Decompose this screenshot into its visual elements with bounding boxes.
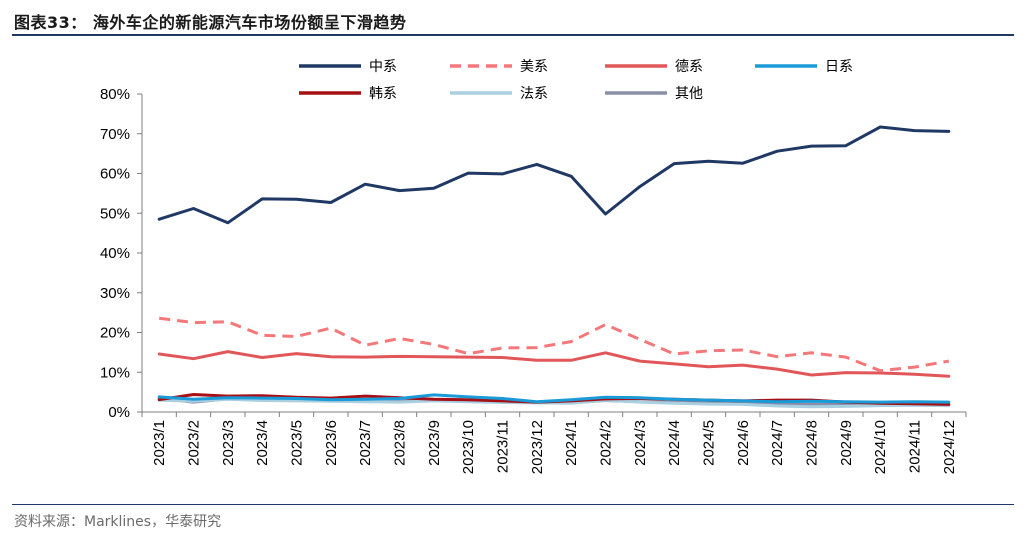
x-tick-label: 2024/3 <box>632 420 649 466</box>
legend-label: 其他 <box>675 86 703 102</box>
x-tick-label: 2024/4 <box>666 420 683 466</box>
series-group <box>157 125 951 409</box>
x-tick-label: 2023/1 <box>151 420 168 466</box>
x-tick-label: 2023/10 <box>460 420 477 474</box>
x-tick-label: 2023/8 <box>392 420 409 466</box>
y-tick-label: 50% <box>100 205 130 222</box>
legend-label: 中系 <box>369 59 397 75</box>
x-tick-label: 2024/11 <box>907 420 924 473</box>
x-tick-label: 2024/2 <box>598 420 615 466</box>
y-tick-label: 70% <box>100 126 130 143</box>
x-tick-label: 2023/2 <box>186 420 203 466</box>
legend-label: 韩系 <box>369 86 397 102</box>
y-tick-label: 80% <box>100 86 130 103</box>
x-tick-label: 2023/11 <box>495 420 512 473</box>
x-tick-label: 2023/3 <box>220 420 237 466</box>
legend-label: 日系 <box>825 59 853 75</box>
series-line-日系 <box>157 393 951 404</box>
y-tick-label: 60% <box>100 166 130 183</box>
y-tick-label: 40% <box>100 245 130 262</box>
series-line-美系 <box>159 316 950 373</box>
x-tick-label: 2024/12 <box>941 420 958 474</box>
legend-label: 法系 <box>520 86 548 102</box>
x-tick-label: 2024/5 <box>701 420 718 466</box>
footer-divider <box>12 504 1014 505</box>
y-tick-label: 0% <box>108 404 130 421</box>
legend-label: 美系 <box>520 59 548 75</box>
x-tick-label: 2023/7 <box>357 420 374 466</box>
x-tick-label: 2024/8 <box>804 420 821 466</box>
x-tick-label: 2024/1 <box>563 420 580 466</box>
x-axis: 2023/1 2023/2 2023/3 2023/4 2023/5 2023/6 2023… <box>141 411 967 474</box>
x-tick-label: 2024/6 <box>735 420 752 466</box>
x-tick-label: 2024/10 <box>872 420 889 474</box>
series-line-中系 <box>157 125 951 225</box>
title-divider <box>12 34 1014 36</box>
x-tick-label: 2024/7 <box>769 420 786 466</box>
legend-label: 德系 <box>675 59 703 75</box>
x-tick-label: 2024/9 <box>838 420 855 466</box>
x-tick-label: 2023/5 <box>289 420 306 466</box>
y-tick-label: 20% <box>100 325 130 342</box>
series-line-德系 <box>157 350 951 378</box>
y-axis: 0% 10% 20% 30% 40% 50% 60% 70% 80% <box>100 86 143 421</box>
x-tick-label: 2023/4 <box>254 420 271 466</box>
y-tick-label: 10% <box>100 364 130 381</box>
x-tick-label: 2023/6 <box>323 420 340 466</box>
source-note: 资料来源：Marklines，华泰研究 <box>14 514 222 530</box>
x-tick-label: 2023/12 <box>529 420 546 474</box>
figure-title: 图表33： 海外车企的新能源汽车市场份额呈下滑趋势 <box>14 13 407 32</box>
series-line-法系 <box>157 397 951 409</box>
x-tick-label: 2023/9 <box>426 420 443 466</box>
y-tick-label: 30% <box>100 285 130 302</box>
